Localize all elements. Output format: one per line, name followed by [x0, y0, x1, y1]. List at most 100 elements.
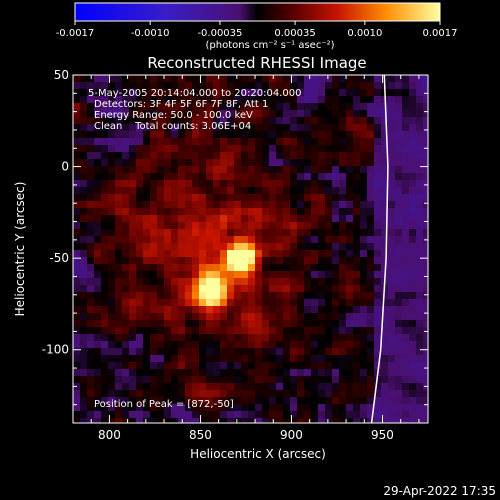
heatmap-cell — [409, 278, 417, 286]
heatmap-cell — [276, 257, 284, 265]
heatmap-cell — [360, 348, 368, 356]
heatmap-cell — [353, 173, 361, 181]
heatmap-cell — [360, 271, 368, 279]
heatmap-cell — [164, 271, 172, 279]
heatmap-cell — [283, 306, 291, 314]
heatmap-cell — [283, 334, 291, 342]
heatmap-cell — [332, 285, 340, 293]
heatmap-cell — [388, 418, 396, 423]
heatmap-cell — [94, 208, 102, 216]
heatmap-cell — [171, 208, 179, 216]
heatmap-cell — [311, 208, 319, 216]
heatmap-cell — [136, 159, 144, 167]
heatmap-cell — [388, 229, 396, 237]
heatmap-cell — [185, 152, 193, 160]
heatmap-cell — [185, 390, 193, 398]
heatmap-cell — [360, 383, 368, 391]
heatmap-cell — [185, 124, 193, 132]
heatmap-cell — [402, 355, 410, 363]
heatmap-cell — [143, 299, 151, 307]
heatmap-cell — [199, 180, 207, 188]
heatmap-cell — [297, 110, 305, 118]
heatmap-cell — [241, 418, 249, 423]
heatmap-cell — [87, 320, 95, 328]
heatmap-cell — [199, 236, 207, 244]
heatmap-cell — [143, 404, 151, 412]
heatmap-cell — [402, 89, 410, 97]
heatmap-cell — [157, 96, 165, 104]
heatmap-cell — [325, 362, 333, 370]
heatmap-cell — [339, 243, 347, 251]
heatmap-cell — [339, 390, 347, 398]
heatmap-cell — [248, 257, 256, 265]
heatmap-cell — [388, 201, 396, 209]
heatmap-cell — [423, 194, 428, 202]
heatmap-cell — [262, 138, 270, 146]
heatmap-cell — [178, 82, 186, 90]
heatmap-cell — [129, 250, 137, 258]
heatmap-cell — [395, 404, 403, 412]
heatmap-cell — [164, 82, 172, 90]
heatmap-cell — [136, 222, 144, 230]
heatmap-cell — [423, 159, 428, 167]
heatmap-cell — [304, 390, 312, 398]
heatmap-cell — [367, 285, 375, 293]
heatmap-cell — [423, 355, 428, 363]
heatmap-cell — [227, 131, 235, 139]
heatmap-cell — [234, 250, 242, 258]
heatmap-cell — [143, 187, 151, 195]
heatmap-cell — [213, 341, 221, 349]
heatmap-cell — [87, 166, 95, 174]
heatmap-cell — [388, 222, 396, 230]
heatmap-cell — [199, 306, 207, 314]
heatmap-cell — [80, 159, 88, 167]
heatmap-cell — [171, 397, 179, 405]
heatmap-cell — [73, 75, 81, 83]
heatmap-cell — [87, 355, 95, 363]
heatmap-cell — [199, 222, 207, 230]
heatmap-cell — [234, 348, 242, 356]
heatmap-cell — [388, 103, 396, 111]
heatmap-cell — [409, 145, 417, 153]
heatmap-cell — [318, 96, 326, 104]
heatmap-cell — [94, 306, 102, 314]
heatmap-cell — [73, 201, 81, 209]
heatmap-cell — [255, 390, 263, 398]
heatmap-cell — [241, 376, 249, 384]
heatmap-cell — [136, 103, 144, 111]
heatmap-cell — [269, 131, 277, 139]
heatmap-cell — [416, 404, 424, 412]
heatmap-cell — [283, 152, 291, 160]
heatmap-cell — [423, 306, 428, 314]
heatmap-cell — [353, 369, 361, 377]
heatmap-cell — [360, 278, 368, 286]
heatmap-cell — [199, 201, 207, 209]
heatmap-cell — [73, 285, 81, 293]
heatmap-cell — [290, 145, 298, 153]
heatmap-cell — [241, 362, 249, 370]
heatmap-cell — [325, 215, 333, 223]
heatmap-cell — [150, 222, 158, 230]
heatmap-cell — [388, 124, 396, 132]
heatmap-cell — [178, 243, 186, 251]
heatmap-cell — [402, 194, 410, 202]
heatmap-cell — [423, 320, 428, 328]
heatmap-cell — [206, 285, 214, 293]
heatmap-cell — [80, 131, 88, 139]
heatmap-cell — [213, 145, 221, 153]
heatmap-cell — [115, 292, 123, 300]
heatmap-cell — [346, 215, 354, 223]
heatmap-cell — [178, 166, 186, 174]
heatmap-cell — [276, 96, 284, 104]
heatmap-cell — [290, 285, 298, 293]
heatmap-cell — [164, 320, 172, 328]
heatmap-cell — [241, 103, 249, 111]
heatmap-cell — [332, 348, 340, 356]
heatmap-cell — [374, 75, 382, 83]
heatmap-cell — [360, 82, 368, 90]
heatmap-cell — [339, 299, 347, 307]
heatmap-cell — [325, 390, 333, 398]
heatmap-cell — [311, 145, 319, 153]
heatmap-cell — [388, 243, 396, 251]
heatmap-cell — [87, 194, 95, 202]
